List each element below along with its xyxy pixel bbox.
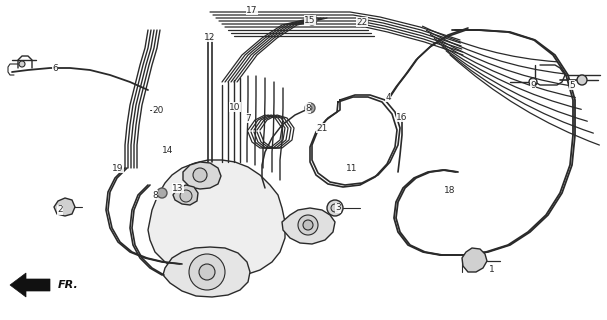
Text: 4: 4	[385, 92, 391, 101]
Text: 20: 20	[152, 106, 164, 115]
Polygon shape	[183, 162, 221, 189]
Text: 10: 10	[229, 102, 241, 111]
Circle shape	[305, 103, 315, 113]
Circle shape	[331, 204, 339, 212]
Text: 9: 9	[530, 81, 536, 90]
Circle shape	[19, 61, 25, 67]
Circle shape	[199, 264, 215, 280]
Polygon shape	[462, 248, 487, 272]
Text: 8: 8	[152, 190, 158, 199]
Polygon shape	[54, 198, 75, 216]
Polygon shape	[282, 208, 335, 244]
Text: 5: 5	[569, 81, 575, 90]
Polygon shape	[163, 247, 250, 297]
Circle shape	[180, 190, 192, 202]
Circle shape	[358, 17, 368, 27]
Polygon shape	[10, 273, 50, 297]
Text: 1: 1	[489, 266, 495, 275]
Circle shape	[327, 200, 343, 216]
Polygon shape	[173, 185, 198, 205]
Circle shape	[529, 78, 537, 86]
Text: 21: 21	[316, 124, 328, 132]
Circle shape	[193, 168, 207, 182]
Circle shape	[577, 75, 587, 85]
Text: 2: 2	[57, 205, 63, 214]
Circle shape	[157, 188, 167, 198]
Text: 18: 18	[444, 186, 456, 195]
Text: 6: 6	[52, 63, 58, 73]
Text: 22: 22	[356, 18, 368, 27]
Circle shape	[298, 215, 318, 235]
Text: 7: 7	[245, 114, 251, 123]
Text: 15: 15	[304, 15, 316, 25]
Text: 14: 14	[162, 146, 174, 155]
Polygon shape	[148, 160, 285, 278]
Text: 16: 16	[396, 113, 408, 122]
Text: 12: 12	[205, 33, 215, 42]
Text: 11: 11	[346, 164, 358, 172]
Text: 17: 17	[246, 5, 258, 14]
Text: FR.: FR.	[58, 280, 79, 290]
Circle shape	[307, 15, 317, 25]
Text: 13: 13	[172, 183, 184, 193]
Circle shape	[303, 220, 313, 230]
Text: 19: 19	[112, 164, 124, 172]
Circle shape	[189, 254, 225, 290]
Circle shape	[308, 106, 312, 110]
Text: 3: 3	[335, 204, 341, 212]
Text: 8: 8	[305, 103, 311, 113]
